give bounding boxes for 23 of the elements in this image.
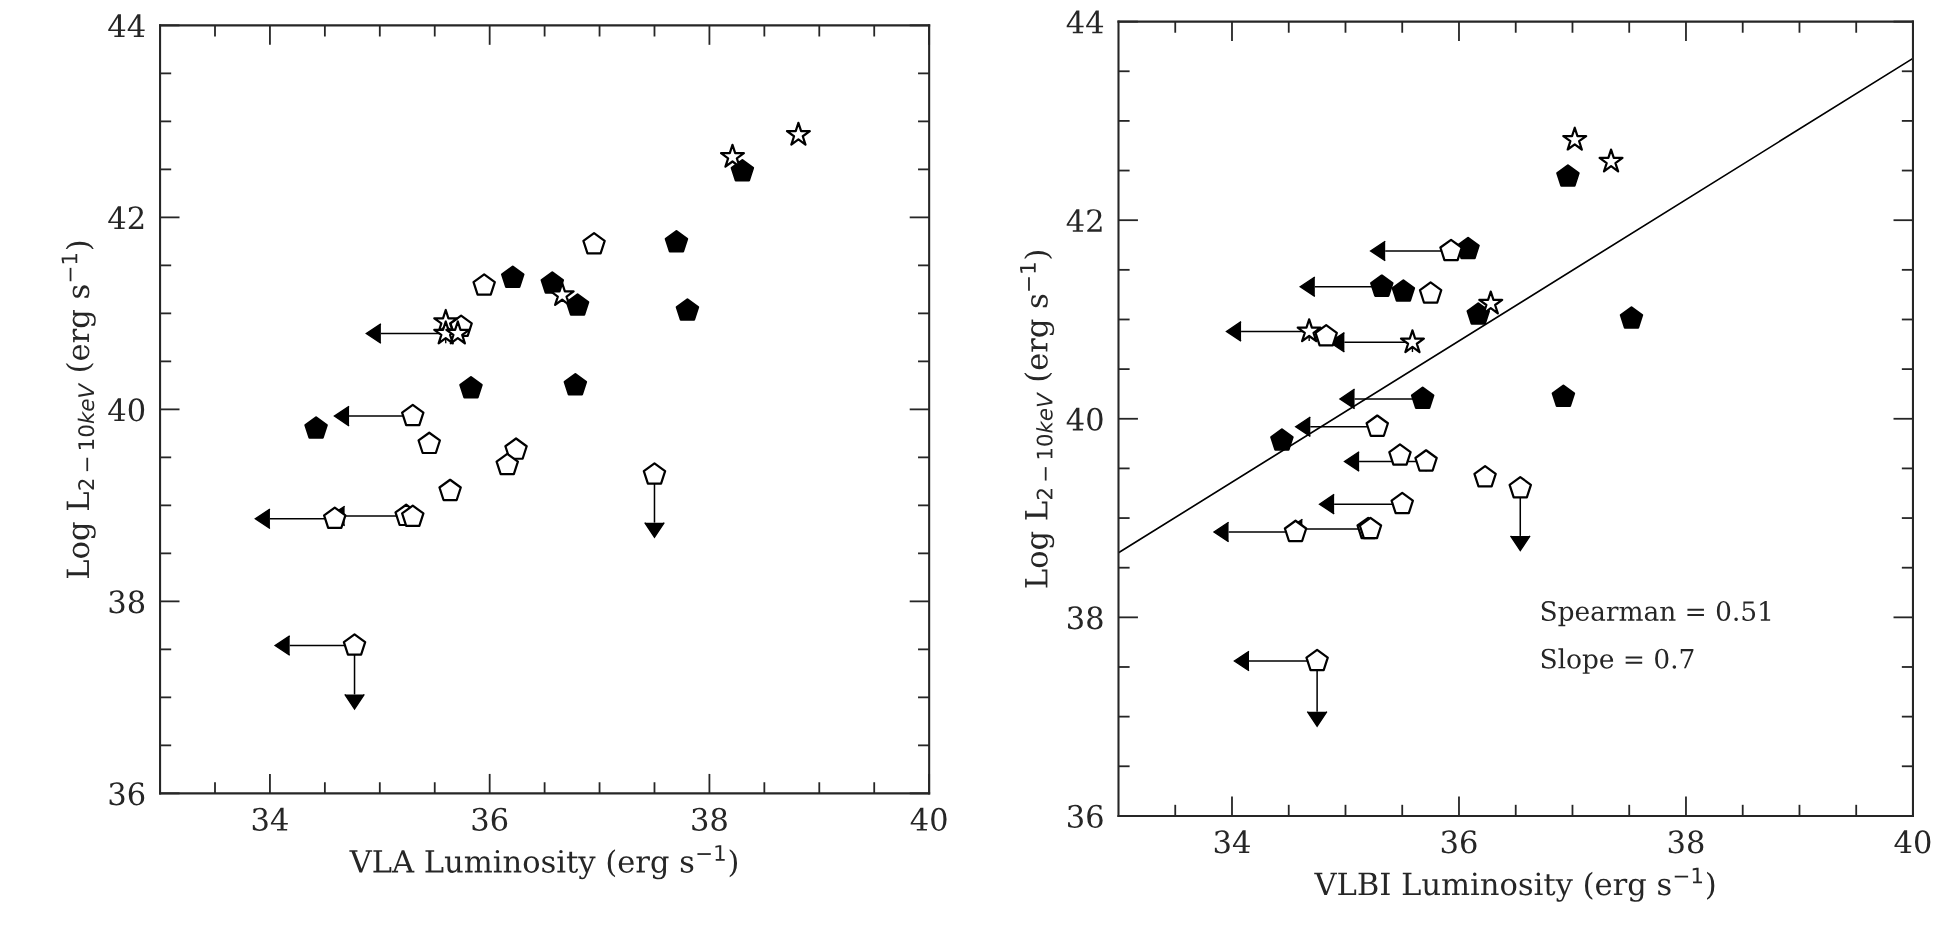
x-tick-label: 34 bbox=[252, 807, 288, 831]
y-tick-label: 42 bbox=[108, 206, 144, 229]
y-tick-label: 36 bbox=[109, 782, 145, 806]
y-tick-label: 40 bbox=[108, 398, 145, 422]
y-tick-label: 38 bbox=[1068, 606, 1103, 630]
annotation: Slope = 0.7 bbox=[1541, 648, 1694, 674]
x-tick-label: 36 bbox=[1441, 830, 1477, 854]
x-tick-label: 40 bbox=[910, 807, 947, 831]
y-tick-label: 44 bbox=[108, 14, 145, 37]
x-tick-label: 38 bbox=[1668, 830, 1704, 854]
annotation: Spearman = 0.51 bbox=[1541, 601, 1771, 627]
y-tick-label: 44 bbox=[1066, 10, 1104, 34]
y-axis-title: Log L$_{2−10keV}$ (erg s$^{−1}$) bbox=[1020, 251, 1055, 588]
y-tick-label: 38 bbox=[109, 590, 145, 614]
x-tick-label: 36 bbox=[472, 807, 508, 831]
x-tick-label: 38 bbox=[692, 807, 727, 831]
x-tick-label: 34 bbox=[1214, 830, 1250, 854]
x-tick-label: 40 bbox=[1894, 830, 1931, 854]
y-tick-label: 42 bbox=[1066, 209, 1102, 232]
x-axis-title: VLBI Luminosity (erg s$^{−1}$) bbox=[1314, 867, 1715, 902]
x-axis-title: VLA Luminosity (erg s$^{−1}$) bbox=[349, 845, 738, 880]
y-tick-label: 40 bbox=[1066, 407, 1103, 431]
y-axis-title: Log L$_{2−10keV}$ (erg s$^{−1}$) bbox=[61, 241, 96, 579]
